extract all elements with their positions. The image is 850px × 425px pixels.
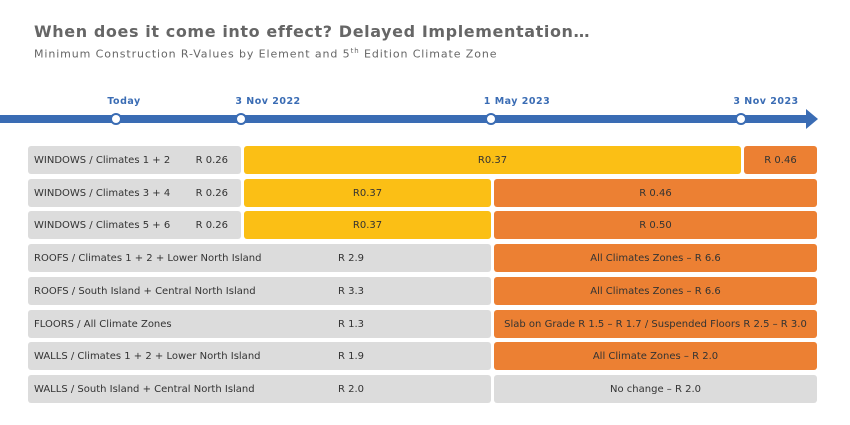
row-label: ROOFS / Climates 1 + 2 + Lower North Isl… — [34, 252, 262, 264]
timeline-node — [735, 113, 747, 125]
cell-value: R 0.26 — [195, 154, 228, 166]
subtitle-superscript: th — [350, 47, 360, 55]
value-cell: R 0.46 — [744, 146, 817, 174]
chart-title: When does it come into effect? Delayed I… — [34, 22, 591, 41]
row-label: FLOORS / All Climate Zones — [34, 318, 172, 330]
row-label: WALLS / Climates 1 + 2 + Lower North Isl… — [34, 350, 261, 362]
value-cell: R 0.46 — [494, 179, 817, 207]
cell-value: R 2.9 — [337, 252, 365, 264]
cell-value: R 0.46 — [639, 187, 672, 199]
cell-value: R 0.26 — [195, 219, 228, 231]
timeline-label: 3 Nov 2022 — [235, 96, 301, 107]
cell-value: All Climates Zones – R 6.6 — [590, 252, 721, 264]
subtitle-end: Edition Climate Zone — [359, 47, 498, 61]
cell-value: R 3.3 — [337, 285, 365, 297]
cell-value: All Climate Zones – R 2.0 — [592, 350, 719, 362]
cell-value: R 1.3 — [337, 318, 365, 330]
value-cell: R0.37 — [244, 179, 491, 207]
timeline-label: 3 Nov 2023 — [733, 96, 799, 107]
value-cell: WINDOWS / Climates 3 + 4 R 0.26 — [28, 179, 241, 207]
value-cell: WINDOWS / Climates 5 + 6 R 0.26 — [28, 211, 241, 239]
cell-value: R 0.26 — [195, 187, 228, 199]
cell-value: R0.37 — [352, 187, 383, 199]
cell-value: R 0.46 — [764, 154, 797, 166]
row-label: WINDOWS / Climates 5 + 6 — [34, 219, 171, 231]
timeline-label: Today — [107, 96, 141, 107]
timeline-node — [110, 113, 122, 125]
row-label: WALLS / South Island + Central North Isl… — [34, 383, 255, 395]
value-cell: WALLS / Climates 1 + 2 + Lower North Isl… — [28, 342, 491, 370]
value-cell: R 0.50 — [494, 211, 817, 239]
timeline: Today 3 Nov 2022 1 May 2023 3 Nov 2023 — [0, 0, 850, 140]
value-cell: No change – R 2.0 — [494, 375, 817, 403]
value-cell: WINDOWS / Climates 1 + 2 R 0.26 — [28, 146, 241, 174]
cell-value: R0.37 — [477, 154, 508, 166]
value-cell: All Climate Zones – R 2.0 — [494, 342, 817, 370]
timeline-bar — [0, 115, 808, 123]
timeline-label: 1 May 2023 — [483, 96, 551, 107]
timeline-node — [235, 113, 247, 125]
cell-value: R 1.9 — [337, 350, 365, 362]
subtitle-main: Minimum Construction R-Values by Element… — [34, 47, 351, 61]
value-cell: All Climates Zones – R 6.6 — [494, 244, 817, 272]
value-cell: All Climates Zones – R 6.6 — [494, 277, 817, 305]
timeline-node — [485, 113, 497, 125]
cell-value: No change – R 2.0 — [610, 383, 701, 395]
cell-value: R 0.50 — [639, 219, 672, 231]
row-label: ROOFS / South Island + Central North Isl… — [34, 285, 256, 297]
row-label: WINDOWS / Climates 3 + 4 — [34, 187, 171, 199]
chart-subtitle: Minimum Construction R-Values by Element… — [34, 47, 497, 61]
cell-value: R 2.0 — [337, 383, 365, 395]
cell-value: R0.37 — [352, 219, 383, 231]
value-cell: R0.37 — [244, 211, 491, 239]
value-cell: R0.37 — [244, 146, 741, 174]
cell-value: Slab on Grade R 1.5 – R 1.7 / Suspended … — [504, 318, 807, 330]
value-cell: Slab on Grade R 1.5 – R 1.7 / Suspended … — [494, 310, 817, 338]
value-cell: ROOFS / Climates 1 + 2 + Lower North Isl… — [28, 244, 491, 272]
cell-value: All Climates Zones – R 6.6 — [590, 285, 721, 297]
row-label: WINDOWS / Climates 1 + 2 — [34, 154, 171, 166]
value-cell: WALLS / South Island + Central North Isl… — [28, 375, 491, 403]
value-cell: ROOFS / South Island + Central North Isl… — [28, 277, 491, 305]
value-cell: FLOORS / All Climate Zones R 1.3 — [28, 310, 491, 338]
timeline-arrow-icon — [806, 109, 818, 129]
